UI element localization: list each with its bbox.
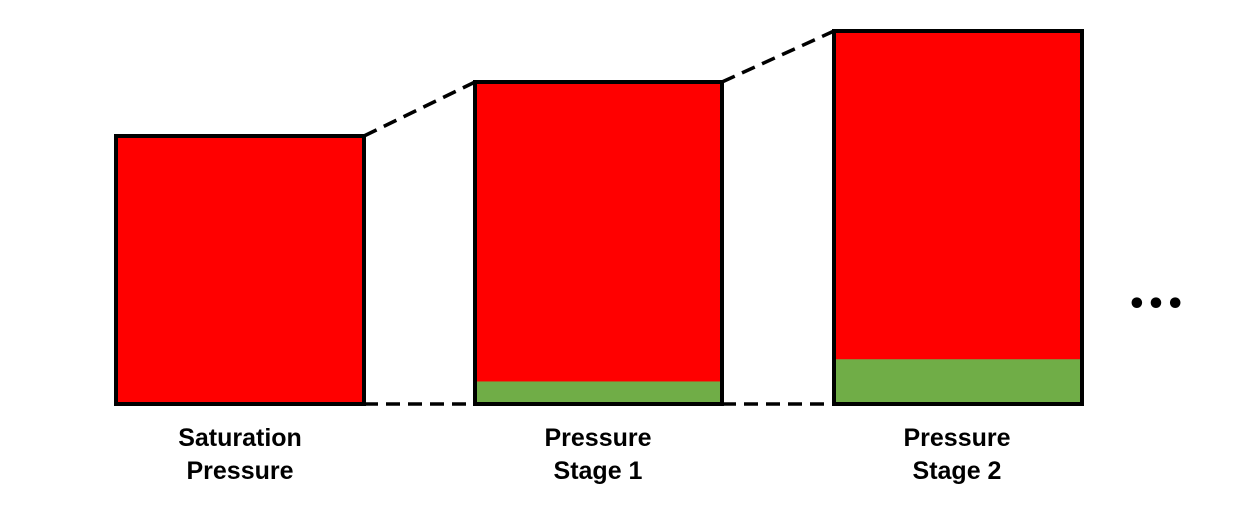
stage-label-saturation-line2: Pressure <box>186 457 293 485</box>
stage-label-stage-1-line1: Pressure <box>544 424 651 452</box>
gas-phase-stage-2 <box>834 359 1082 404</box>
stage-label-stage-2-line2: Stage 2 <box>913 457 1002 485</box>
cell-stage-1 <box>473 80 724 406</box>
gas-phase-stage-1 <box>475 381 722 404</box>
cell-outline-stage-2 <box>832 29 1084 406</box>
connector-top-stage-1-to-stage-2 <box>721 29 835 84</box>
cell-stage-2 <box>832 29 1084 406</box>
cell-outline-stage-1 <box>473 80 724 406</box>
connector-top-saturation-to-stage-1 <box>363 80 476 138</box>
stage-label-stage-2-line1: Pressure <box>903 424 1010 452</box>
stage-label-stage-1-line2: Stage 1 <box>554 457 643 485</box>
liquid-phase-stage-1 <box>475 82 722 404</box>
continuation-ellipsis: ••• <box>1127 287 1185 322</box>
liquid-phase-saturation <box>116 136 364 404</box>
cell-outline-saturation <box>114 134 366 406</box>
liquid-phase-stage-2 <box>834 31 1082 404</box>
stage-label-saturation-line1: Saturation <box>178 424 302 452</box>
cell-saturation <box>114 134 366 406</box>
